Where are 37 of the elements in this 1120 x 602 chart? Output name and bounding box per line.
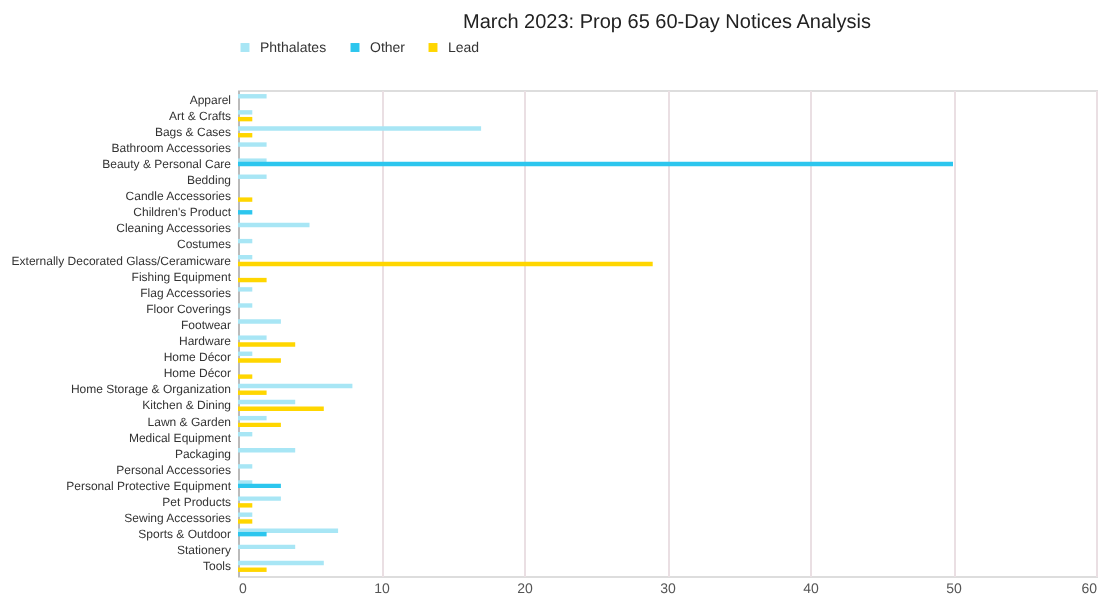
bar <box>238 197 253 202</box>
bar <box>238 399 296 405</box>
bar <box>238 512 253 517</box>
bar <box>238 319 281 324</box>
bar <box>238 261 653 267</box>
bar <box>238 174 267 179</box>
bar <box>238 422 281 428</box>
bar <box>238 126 482 131</box>
bar <box>238 287 253 292</box>
bar <box>238 222 310 228</box>
bar <box>238 161 953 167</box>
bar <box>238 503 253 508</box>
bar <box>238 496 281 501</box>
bar <box>238 277 267 283</box>
bar <box>238 383 353 389</box>
bar <box>238 415 267 421</box>
bar <box>238 335 267 340</box>
bar <box>238 531 267 537</box>
bar <box>238 142 267 147</box>
bar <box>238 374 253 379</box>
bar <box>238 544 296 550</box>
bar <box>238 483 281 489</box>
bar <box>238 358 281 363</box>
bar <box>238 390 267 395</box>
bar <box>238 110 253 115</box>
bar <box>238 406 324 412</box>
bar <box>238 560 324 566</box>
bar <box>238 158 267 163</box>
bar <box>238 94 267 99</box>
bar <box>238 567 267 572</box>
bar <box>238 342 296 347</box>
bar <box>238 448 296 453</box>
bar <box>238 464 253 469</box>
bar <box>238 303 253 308</box>
chart-title: March 2023: Prop 65 60-Day Notices Analysis <box>463 12 871 34</box>
bar <box>238 210 253 215</box>
bar <box>238 519 253 524</box>
